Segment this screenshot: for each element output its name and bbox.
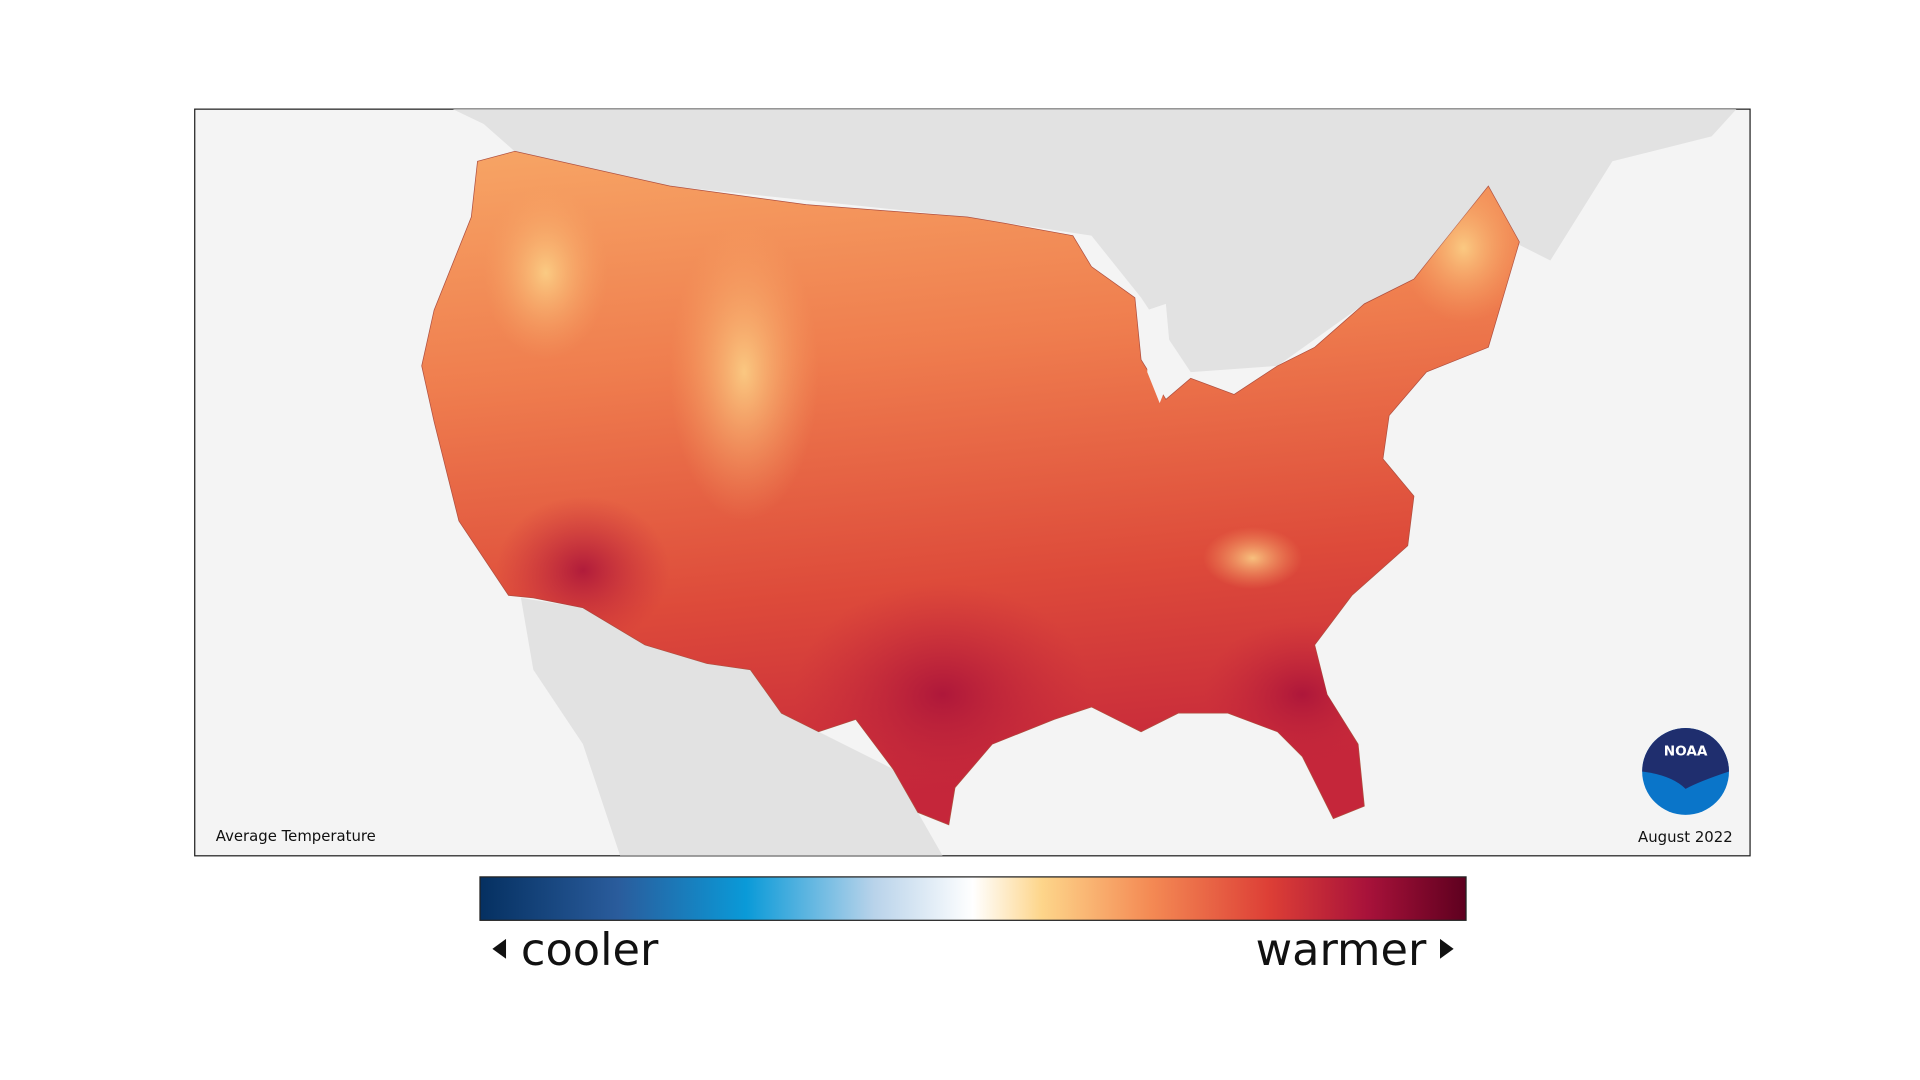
cool-spot bbox=[1203, 527, 1303, 590]
warmer-arrow bbox=[1439, 938, 1454, 959]
cooler-arrow bbox=[492, 938, 507, 959]
cool-spot bbox=[483, 186, 608, 360]
logo-top bbox=[1642, 728, 1729, 789]
logo-text: NOAA bbox=[1664, 743, 1708, 759]
map-group: Average Temperature August 2022 NOAA coo… bbox=[194, 108, 1751, 976]
lake-michigan bbox=[1147, 303, 1173, 404]
map-title: Average Temperature bbox=[216, 827, 376, 845]
canada-land bbox=[452, 109, 1737, 373]
map-date: August 2022 bbox=[1638, 828, 1733, 846]
cool-spot bbox=[669, 223, 819, 521]
color-scale bbox=[479, 876, 1467, 921]
legend-high-label: warmer bbox=[1256, 924, 1427, 976]
noaa-logo: NOAA bbox=[1642, 728, 1729, 815]
mexico-land bbox=[520, 597, 943, 856]
land-background bbox=[452, 109, 1737, 856]
legend-low-label: cooler bbox=[521, 924, 659, 976]
